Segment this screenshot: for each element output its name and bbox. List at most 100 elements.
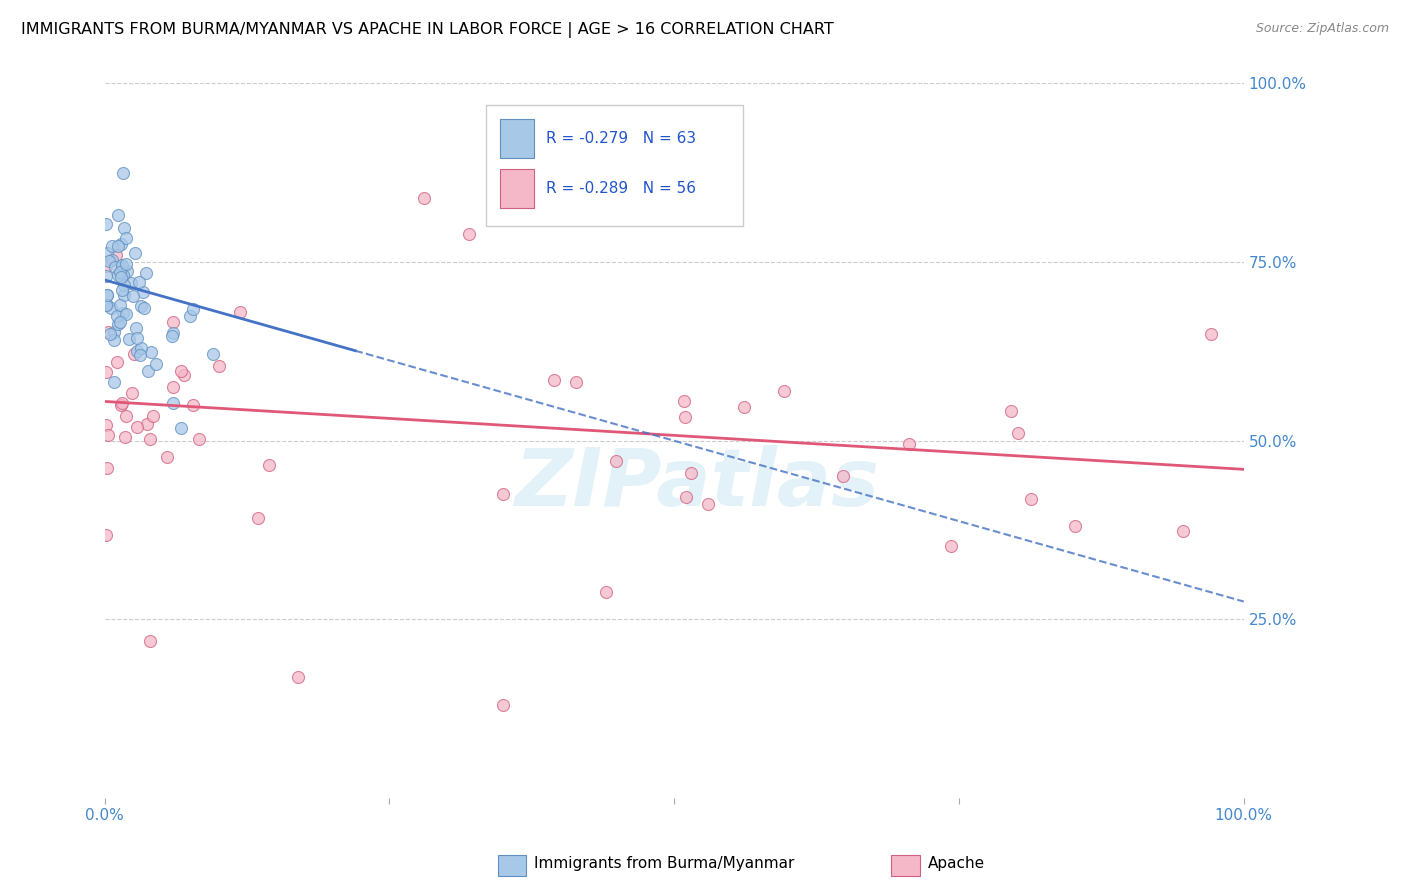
Point bbox=[565, 375, 588, 389]
Point bbox=[773, 384, 796, 398]
Point bbox=[136, 417, 159, 431]
Point bbox=[125, 321, 148, 335]
Point bbox=[94, 298, 117, 312]
Point bbox=[287, 669, 309, 683]
Point bbox=[112, 306, 135, 320]
Point bbox=[104, 260, 127, 274]
Point bbox=[458, 227, 481, 241]
Point bbox=[94, 217, 117, 231]
Point bbox=[170, 420, 193, 434]
Text: ZIPatlas: ZIPatlas bbox=[515, 444, 880, 523]
Text: R = -0.289   N = 56: R = -0.289 N = 56 bbox=[546, 181, 696, 196]
Point bbox=[162, 326, 184, 340]
Point bbox=[96, 287, 118, 301]
Point bbox=[105, 309, 128, 323]
Text: Apache: Apache bbox=[928, 856, 986, 871]
Point bbox=[128, 348, 150, 362]
Point bbox=[96, 298, 118, 312]
Point bbox=[110, 398, 132, 412]
Point bbox=[697, 497, 720, 511]
Point bbox=[111, 283, 134, 297]
Point bbox=[181, 398, 204, 412]
Point bbox=[94, 528, 117, 542]
Point bbox=[162, 396, 184, 410]
Point bbox=[129, 341, 152, 355]
Point bbox=[134, 301, 156, 315]
Text: IMMIGRANTS FROM BURMA/MYANMAR VS APACHE IN LABOR FORCE | AGE > 16 CORRELATION CH: IMMIGRANTS FROM BURMA/MYANMAR VS APACHE … bbox=[21, 22, 834, 38]
Point bbox=[115, 409, 138, 423]
Text: Immigrants from Burma/Myanmar: Immigrants from Burma/Myanmar bbox=[534, 856, 794, 871]
Point bbox=[162, 315, 184, 329]
Point bbox=[595, 585, 617, 599]
Point bbox=[97, 325, 120, 339]
Point bbox=[108, 298, 131, 312]
Point bbox=[1000, 404, 1022, 418]
Point bbox=[1007, 426, 1029, 441]
Point bbox=[111, 396, 134, 410]
Point bbox=[139, 633, 162, 648]
Point bbox=[733, 400, 755, 414]
Point bbox=[412, 191, 434, 205]
Point bbox=[132, 285, 155, 299]
Point bbox=[103, 334, 125, 348]
Point bbox=[120, 276, 142, 290]
Point bbox=[207, 359, 229, 373]
Point bbox=[114, 231, 136, 245]
Point bbox=[247, 510, 270, 524]
Point bbox=[125, 343, 148, 358]
Point bbox=[127, 420, 149, 434]
Point bbox=[107, 208, 129, 222]
Point bbox=[162, 380, 184, 394]
Point bbox=[605, 453, 627, 467]
Point bbox=[1173, 524, 1195, 538]
Point bbox=[114, 220, 136, 235]
Point bbox=[103, 376, 125, 390]
Point bbox=[128, 275, 150, 289]
Point bbox=[111, 258, 134, 272]
Point bbox=[492, 698, 515, 713]
Point bbox=[543, 373, 565, 387]
Point bbox=[100, 301, 122, 316]
Point bbox=[129, 299, 152, 313]
Point bbox=[170, 364, 193, 378]
Point bbox=[96, 288, 118, 302]
Point bbox=[96, 259, 118, 273]
Point bbox=[202, 346, 225, 360]
Point bbox=[675, 490, 697, 504]
Point bbox=[110, 236, 132, 251]
Point bbox=[139, 345, 162, 359]
Point bbox=[110, 269, 132, 284]
Point bbox=[111, 268, 134, 282]
Point bbox=[112, 288, 135, 302]
Point bbox=[673, 394, 696, 409]
Point bbox=[124, 246, 146, 260]
Point bbox=[110, 265, 132, 279]
Point bbox=[673, 409, 696, 424]
Point bbox=[139, 432, 162, 446]
Point bbox=[118, 332, 141, 346]
Point bbox=[173, 368, 195, 383]
Point bbox=[181, 301, 204, 316]
Point bbox=[117, 264, 139, 278]
Point bbox=[114, 430, 136, 444]
Bar bbox=[501, 169, 534, 209]
Point bbox=[939, 539, 962, 553]
Point bbox=[898, 436, 921, 450]
Point bbox=[1019, 491, 1042, 506]
Point bbox=[142, 409, 165, 424]
Point bbox=[1199, 327, 1222, 342]
Point bbox=[127, 331, 149, 345]
Text: Source: ZipAtlas.com: Source: ZipAtlas.com bbox=[1256, 22, 1389, 36]
Point bbox=[100, 253, 122, 268]
Point bbox=[111, 166, 134, 180]
Point bbox=[107, 317, 129, 331]
Point bbox=[136, 364, 159, 378]
Point bbox=[179, 310, 201, 324]
Point bbox=[257, 458, 280, 472]
Point bbox=[98, 327, 121, 342]
Point bbox=[101, 239, 124, 253]
Point bbox=[679, 466, 702, 480]
Point bbox=[104, 248, 127, 262]
Point bbox=[492, 487, 515, 501]
Point bbox=[107, 239, 129, 253]
